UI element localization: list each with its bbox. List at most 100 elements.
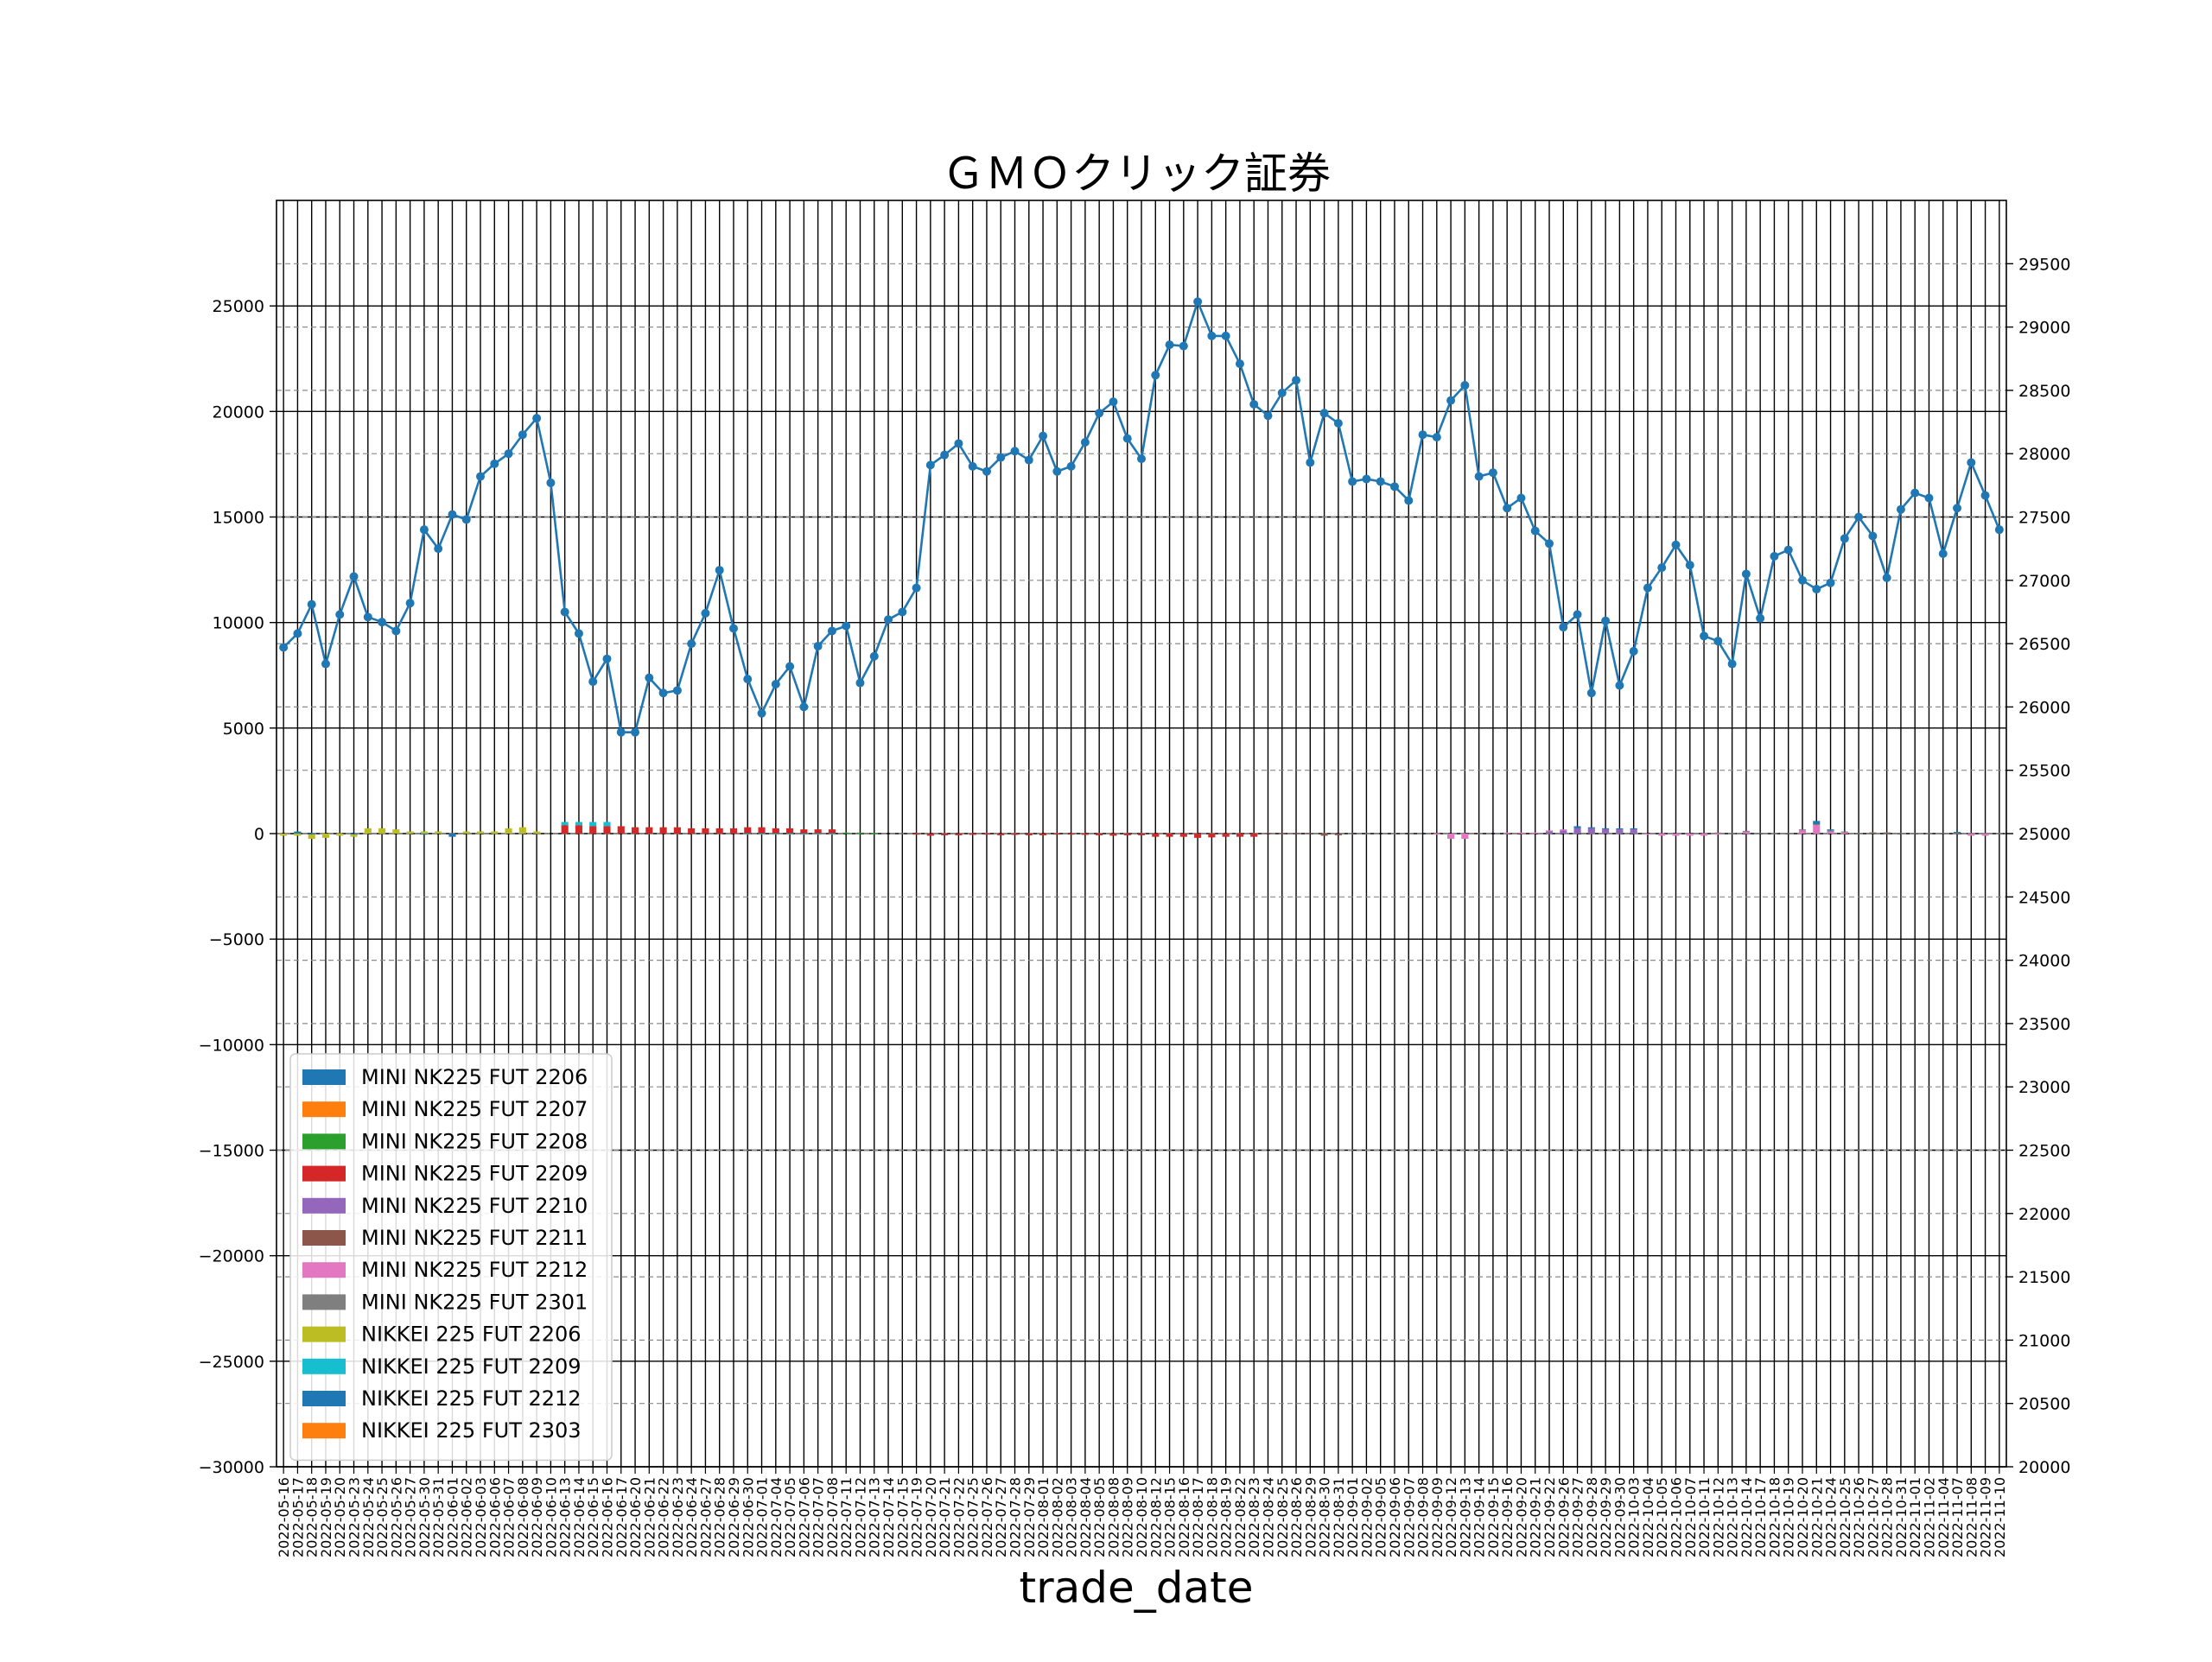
price-point-2022-11-02 bbox=[1924, 493, 1934, 503]
bar-4-2022-08-15 bbox=[1166, 834, 1173, 837]
legend-swatch bbox=[302, 1101, 346, 1118]
price-point-2022-11-01 bbox=[1910, 488, 1920, 498]
x-tick-label: 2022-10-13 bbox=[1725, 1477, 1741, 1557]
x-tick-label: 2022-07-29 bbox=[1021, 1477, 1038, 1557]
price-point-2022-07-26 bbox=[982, 466, 991, 476]
price-point-2022-10-21 bbox=[1812, 585, 1821, 594]
x-tick-label: 2022-06-15 bbox=[585, 1477, 601, 1557]
bar-1-2022-06-01 bbox=[448, 834, 456, 837]
price-point-2022-06-30 bbox=[743, 675, 753, 684]
bar-7-2022-09-12 bbox=[1447, 834, 1455, 840]
price-point-2022-05-18 bbox=[307, 599, 316, 609]
price-point-2022-06-17 bbox=[616, 727, 626, 737]
price-point-2022-07-06 bbox=[799, 702, 809, 712]
x-tick-label: 2022-08-31 bbox=[1331, 1477, 1347, 1557]
bar-3-2022-07-11 bbox=[842, 832, 850, 834]
x-tick-label: 2022-10-18 bbox=[1766, 1477, 1783, 1557]
bar-4-2022-06-23 bbox=[673, 827, 681, 834]
bar-11-2022-10-24 bbox=[1827, 829, 1834, 831]
bar-6-2022-08-30 bbox=[1320, 834, 1328, 836]
x-tick-label: 2022-10-03 bbox=[1626, 1477, 1643, 1557]
price-point-2022-06-09 bbox=[532, 414, 542, 423]
x-tick-label: 2022-07-06 bbox=[796, 1477, 812, 1557]
bars-layer bbox=[280, 821, 2003, 840]
legend-label: MINI NK225 FUT 2207 bbox=[361, 1097, 588, 1121]
x-tick-label: 2022-07-25 bbox=[965, 1477, 982, 1557]
bar-4-2022-07-08 bbox=[828, 829, 836, 834]
bar-10-2022-06-13 bbox=[561, 821, 569, 826]
y2-tick-label: 22500 bbox=[2018, 1142, 2070, 1161]
price-point-2022-05-27 bbox=[405, 599, 415, 608]
price-point-2022-10-19 bbox=[1783, 545, 1793, 555]
price-point-2022-06-14 bbox=[574, 629, 583, 638]
price-point-2022-06-03 bbox=[476, 472, 486, 481]
price-point-2022-06-02 bbox=[461, 515, 471, 524]
price-point-2022-08-22 bbox=[1235, 359, 1244, 369]
bar-10-2022-06-14 bbox=[575, 821, 583, 826]
x-tick-label: 2022-05-16 bbox=[276, 1477, 292, 1557]
bar-8-2022-10-27 bbox=[1869, 832, 1877, 834]
legend-swatch bbox=[302, 1423, 346, 1439]
price-point-2022-08-18 bbox=[1207, 331, 1217, 340]
bar-4-2022-08-01 bbox=[1039, 834, 1047, 835]
x-tick-label: 2022-08-18 bbox=[1204, 1477, 1220, 1557]
x-tick-label: 2022-05-25 bbox=[374, 1477, 391, 1557]
x-tick-label: 2022-06-02 bbox=[459, 1477, 475, 1557]
bar-4-2022-07-05 bbox=[786, 828, 794, 834]
y2-tick-label: 24000 bbox=[2018, 952, 2070, 971]
x-tick-label: 2022-10-05 bbox=[1654, 1477, 1670, 1557]
price-point-2022-09-13 bbox=[1460, 381, 1470, 390]
price-point-2022-11-04 bbox=[1938, 549, 1948, 559]
y2-tick-label: 28500 bbox=[2018, 382, 2070, 401]
price-point-2022-08-04 bbox=[1080, 438, 1090, 447]
x-tick-label: 2022-10-11 bbox=[1696, 1477, 1713, 1557]
price-point-2022-10-20 bbox=[1797, 575, 1807, 585]
bar-7-2022-10-20 bbox=[1798, 830, 1807, 834]
x-tick-label: 2022-08-08 bbox=[1105, 1477, 1122, 1557]
bar-7-2022-10-07 bbox=[1686, 834, 1694, 836]
price-point-2022-08-16 bbox=[1179, 341, 1188, 351]
x-tick-label: 2022-10-31 bbox=[1893, 1477, 1910, 1557]
x-tick-label: 2022-08-26 bbox=[1288, 1477, 1305, 1557]
x-tick-label: 2022-08-04 bbox=[1077, 1477, 1094, 1557]
bar-8-2022-10-13 bbox=[1728, 833, 1736, 834]
price-point-2022-07-19 bbox=[912, 583, 921, 593]
legend-label: MINI NK225 FUT 2209 bbox=[361, 1162, 588, 1186]
x-tick-label: 2022-07-14 bbox=[880, 1477, 897, 1557]
price-point-2022-07-01 bbox=[757, 708, 766, 718]
price-point-2022-08-15 bbox=[1165, 340, 1174, 350]
bar-5-2022-09-30 bbox=[1616, 829, 1624, 834]
bar-9-2022-06-02 bbox=[462, 831, 470, 834]
bar-4-2022-08-09 bbox=[1123, 834, 1131, 835]
bar-7-2022-11-08 bbox=[1967, 834, 1975, 836]
bar-11-2022-09-29 bbox=[1602, 828, 1610, 830]
bar-6-2022-08-26 bbox=[1292, 833, 1300, 834]
x-tick-label: 2022-06-13 bbox=[557, 1477, 574, 1557]
bar-7-2022-10-11 bbox=[1700, 834, 1708, 836]
x-tick-label: 2022-06-29 bbox=[726, 1477, 742, 1557]
x-tick-label: 2022-06-24 bbox=[683, 1477, 700, 1557]
x-tick-label: 2022-07-27 bbox=[993, 1477, 1009, 1557]
x-tick-label: 2022-06-17 bbox=[613, 1477, 630, 1557]
bar-7-2022-10-24 bbox=[1827, 831, 1834, 834]
price-point-2022-07-20 bbox=[925, 460, 935, 470]
bar-4-2022-06-15 bbox=[589, 826, 597, 834]
legend-swatch bbox=[302, 1358, 346, 1374]
x-tick-label: 2022-06-10 bbox=[543, 1477, 559, 1557]
x-tick-label: 2022-07-19 bbox=[909, 1477, 925, 1557]
legend-swatch bbox=[302, 1133, 346, 1150]
line-layer bbox=[279, 297, 2004, 737]
legend-swatch bbox=[302, 1197, 346, 1214]
price-point-2022-05-25 bbox=[378, 618, 387, 627]
x-tick-label: 2022-10-20 bbox=[1795, 1477, 1811, 1557]
price-point-2022-07-07 bbox=[813, 642, 823, 651]
price-point-2022-08-31 bbox=[1333, 419, 1343, 428]
bar-4-2022-06-20 bbox=[631, 827, 639, 834]
bar-3-2022-07-13 bbox=[870, 833, 878, 834]
x-tick-label: 2022-06-09 bbox=[529, 1477, 545, 1557]
x-tick-label: 2022-10-28 bbox=[1879, 1477, 1896, 1557]
x-tick-label: 2022-07-15 bbox=[894, 1477, 911, 1557]
bar-7-2022-09-22 bbox=[1545, 830, 1554, 832]
bar-6-2022-08-24 bbox=[1264, 833, 1272, 834]
